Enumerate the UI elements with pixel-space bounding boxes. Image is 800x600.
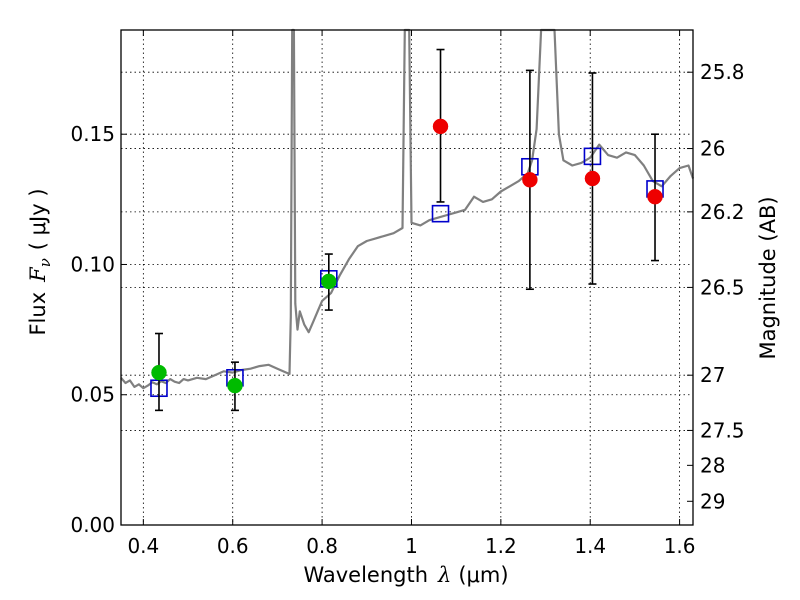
series-observed-optical-: [151, 253, 337, 412]
y2-tick-label: 26.5: [700, 275, 745, 299]
y-axis-title-symbol: F: [26, 266, 50, 283]
model-spectrum: [120, 28, 695, 390]
x-tick-label: 0.4: [127, 534, 159, 558]
y2-tick-label: 27: [700, 363, 725, 387]
y2-axis-title: Magnitude (AB): [756, 196, 780, 359]
y-axis-title-main: Flux: [26, 292, 50, 336]
axis-ticks: 0.4 0.6 0.8 1 1.2 1.4 1.6 0.00 0.05 0.10 0.15 25.8 2…: [70, 30, 745, 558]
y-axis-title-subscript: ν: [36, 258, 54, 267]
y-tick-label: 0.10: [70, 252, 115, 276]
x-tick-label: 0.6: [217, 534, 249, 558]
data-point-marker: [432, 118, 449, 135]
x-tick-label: 1.6: [664, 534, 696, 558]
data-point-marker: [227, 377, 243, 394]
x-tick-label: 0.8: [306, 534, 338, 558]
y-tick-label: 0.00: [70, 513, 115, 537]
series-model-photometry: [150, 147, 664, 398]
x-axis-title-main: Wavelength: [303, 563, 428, 587]
y2-tick-label: 27.5: [700, 418, 745, 442]
x-tick-label: 1: [405, 534, 418, 558]
y2-tick-label: 29: [700, 489, 725, 513]
y2-tick-label: 25.8: [700, 60, 745, 84]
x-axis-title: Wavelength λ (μm): [303, 563, 508, 587]
y2-tick-label: 26: [700, 137, 725, 161]
data-points: [150, 48, 664, 412]
data-point-marker: [151, 364, 167, 381]
y2-tick-label: 26.2: [700, 200, 745, 224]
grid-lines: [121, 30, 693, 525]
x-tick-label: 1.2: [485, 534, 517, 558]
y2-tick-label: 28: [700, 453, 725, 477]
data-point-marker: [647, 188, 663, 205]
data-point-marker: [522, 172, 538, 188]
y-axis-title: Flux Fν ( μJy ): [26, 188, 54, 335]
y-axis-title-unit: ( μJy ): [26, 188, 50, 250]
x-axis-title-symbol: λ: [437, 563, 451, 587]
x-tick-label: 1.4: [574, 534, 606, 558]
series-observed-near-ir-: [432, 48, 663, 291]
plot-frame: [120, 29, 694, 526]
spectrum-line: [120, 28, 695, 390]
y-tick-label: 0.05: [70, 383, 115, 407]
model-square-marker: [431, 204, 450, 223]
data-point-marker: [584, 170, 601, 187]
y-tick-label: 0.15: [70, 122, 115, 146]
x-axis-title-unit: (μm): [458, 563, 508, 587]
data-point-marker: [321, 273, 337, 290]
